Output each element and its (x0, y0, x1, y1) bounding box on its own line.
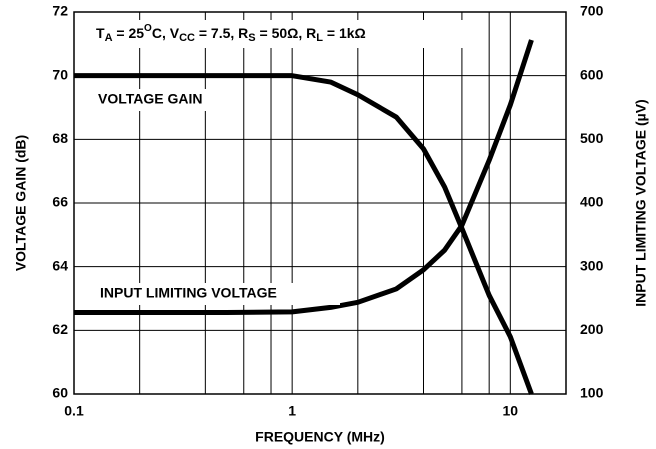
y-tick-label: 68 (52, 130, 68, 146)
y-tick-label: 72 (52, 3, 68, 19)
label-bg (92, 89, 238, 111)
y-tick-label: 60 (52, 385, 68, 401)
y-axis-label: VOLTAGE GAIN (dB) (13, 135, 29, 271)
x-axis-label: FREQUENCY (MHz) (255, 429, 385, 445)
label-bg (94, 283, 340, 305)
x-tick-label: 10 (503, 403, 519, 419)
y2-axis-label: INPUT LIMITING VOLTAGE (µV) (633, 99, 649, 306)
y2-tick-label: 300 (580, 257, 604, 273)
annotation-part: = 50Ω, R (256, 25, 317, 41)
y2-tick-label: 600 (580, 66, 604, 82)
y2-tick-label: 200 (580, 321, 604, 337)
y-tick-label: 62 (52, 321, 68, 337)
annotation-part: A (105, 32, 113, 44)
y2-tick-label: 100 (580, 385, 604, 401)
annotation-part: = 25 (113, 25, 145, 41)
annotation-part: O (144, 23, 152, 34)
annotation-part: CC (179, 32, 195, 44)
y-tick-label: 66 (52, 194, 68, 210)
annotation-bg (86, 20, 466, 48)
annotation-part: C, V (152, 25, 180, 41)
annotation-part: = 7.5, R (195, 25, 248, 41)
series-label: VOLTAGE GAIN (98, 91, 202, 107)
x-tick-label: 0.1 (64, 403, 84, 419)
y2-tick-label: 500 (580, 130, 604, 146)
annotation-part: L (316, 32, 323, 44)
annotation-part: S (248, 32, 255, 44)
x-tick-label: 1 (288, 403, 296, 419)
annotation-part: = 1kΩ (323, 25, 366, 41)
y2-tick-label: 700 (580, 3, 604, 19)
annotation: TA = 25OC, VCC = 7.5, RS = 50Ω, RL = 1kΩ (96, 23, 366, 44)
annotation-part: T (96, 25, 105, 41)
series-label: INPUT LIMITING VOLTAGE (100, 285, 277, 301)
series-line (74, 73, 534, 395)
y-tick-label: 70 (52, 66, 68, 82)
y2-tick-label: 400 (580, 194, 604, 210)
y-tick-label: 64 (52, 257, 68, 273)
series-line (74, 39, 534, 316)
plot-frame (73, 11, 567, 395)
